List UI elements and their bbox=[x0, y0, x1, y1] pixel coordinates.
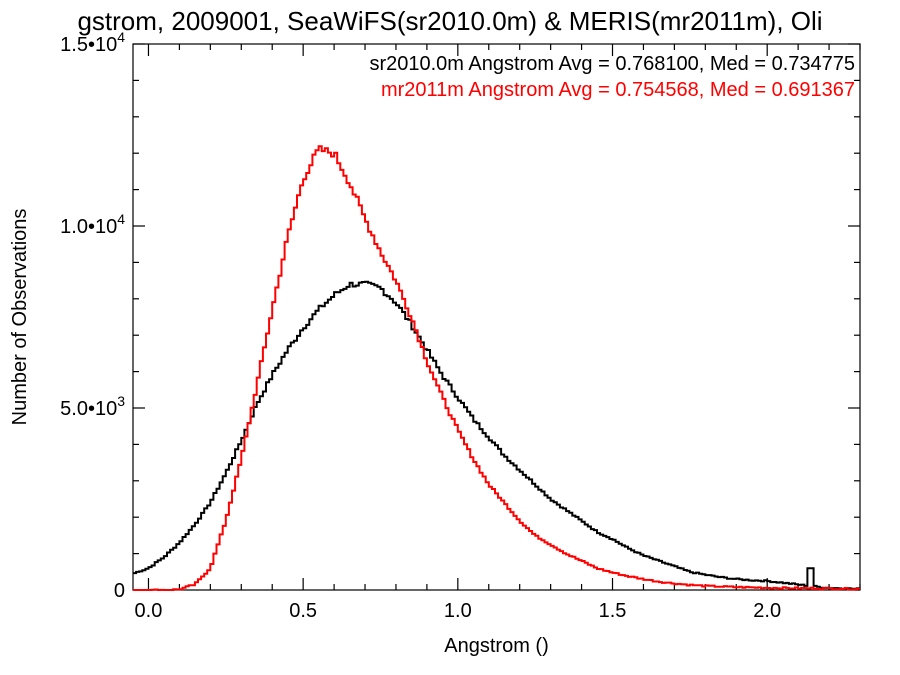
y-tick-label: 1.5•104 bbox=[60, 29, 125, 56]
y-tick-label: 0 bbox=[114, 580, 125, 602]
x-tick-label: 2.0 bbox=[753, 600, 781, 622]
axis-ticks bbox=[133, 43, 861, 591]
series-sr2010-line bbox=[133, 280, 860, 591]
chart-title: gstrom, 2009001, SeaWiFS(sr2010.0m) & ME… bbox=[77, 6, 823, 36]
x-tick-labels: 0.0 0.5 1.0 1.5 2.0 bbox=[135, 600, 782, 622]
y-tick-labels: 0 5.0•103 1.0•104 1.5•104 bbox=[60, 29, 125, 602]
y-axis-label: Number of Observations bbox=[9, 209, 31, 426]
series-layer bbox=[133, 145, 860, 591]
y-tick-label: 5.0•103 bbox=[60, 393, 125, 420]
x-tick-label: 1.0 bbox=[444, 600, 472, 622]
y-tick-label: 1.0•104 bbox=[60, 211, 125, 238]
legend-entry-sr2010: sr2010.0m Angstrom Avg = 0.768100, Med =… bbox=[369, 53, 855, 75]
x-axis-label: Angstrom () bbox=[444, 635, 548, 657]
plot-frame bbox=[132, 43, 861, 591]
legend-entry-mr2011: mr2011m Angstrom Avg = 0.754568, Med = 0… bbox=[381, 79, 855, 101]
series-mr2011-line bbox=[133, 145, 860, 591]
x-tick-label: 1.5 bbox=[599, 600, 627, 622]
x-tick-label: 0.5 bbox=[289, 600, 317, 622]
x-tick-label: 0.0 bbox=[135, 600, 163, 622]
